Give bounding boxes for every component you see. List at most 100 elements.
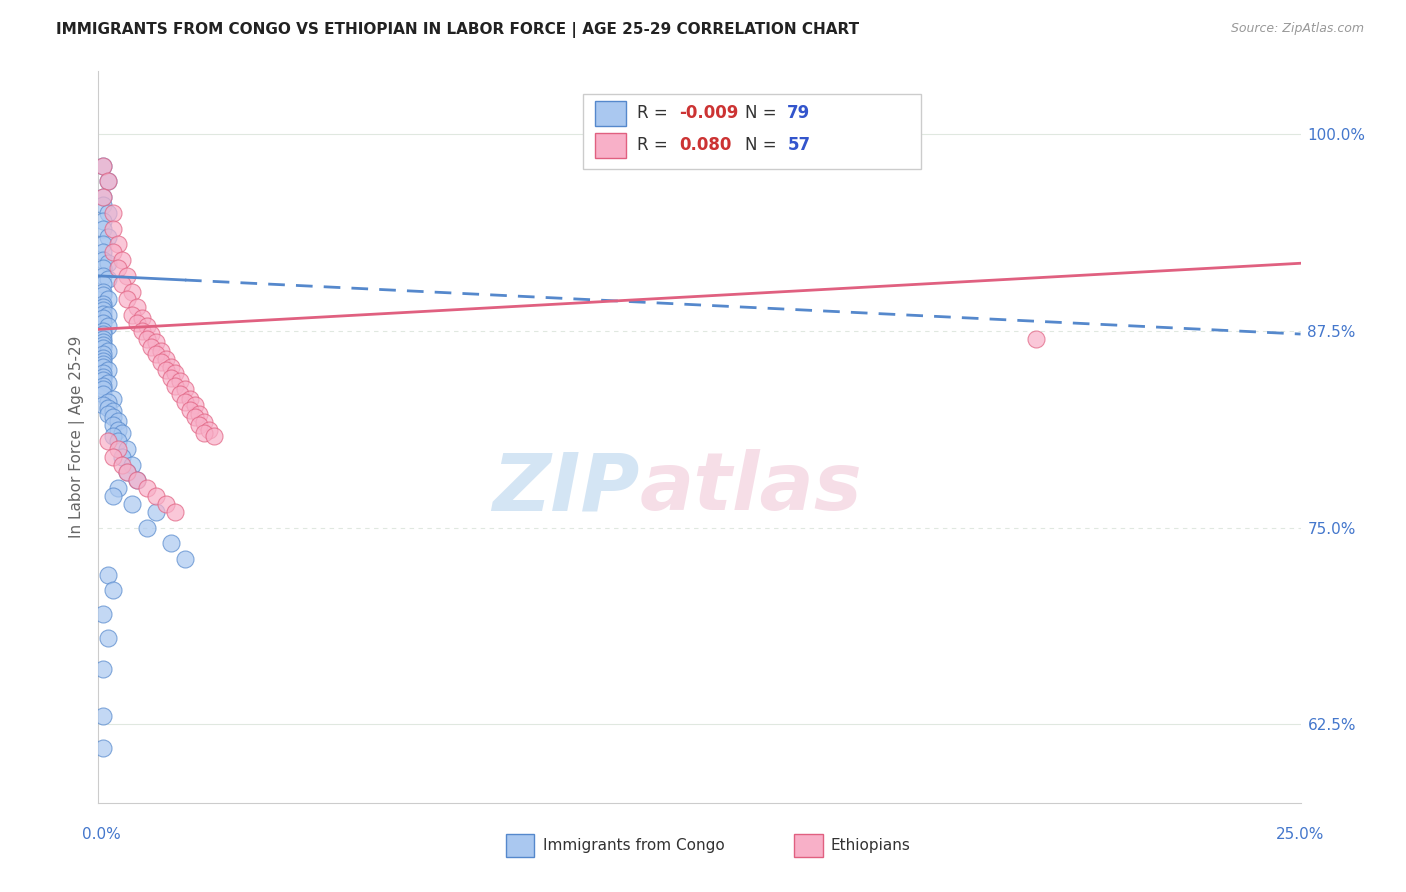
Point bbox=[141, 326, 163, 341]
Point bbox=[91, 159, 114, 173]
Point bbox=[125, 316, 148, 330]
Point bbox=[97, 229, 120, 244]
Text: 79: 79 bbox=[787, 104, 811, 122]
Point bbox=[91, 369, 114, 384]
Point bbox=[183, 410, 205, 425]
Point bbox=[107, 413, 129, 427]
Point bbox=[91, 285, 114, 299]
Text: Immigrants from Congo: Immigrants from Congo bbox=[543, 838, 724, 853]
Point bbox=[97, 256, 120, 270]
Point bbox=[91, 357, 114, 371]
Point bbox=[101, 392, 124, 406]
Point bbox=[159, 360, 181, 375]
Point bbox=[101, 245, 124, 260]
Point bbox=[179, 402, 201, 417]
Point bbox=[91, 260, 114, 275]
Point bbox=[125, 301, 148, 315]
Point bbox=[141, 340, 163, 354]
Point bbox=[101, 583, 124, 598]
Point bbox=[101, 410, 124, 425]
Point bbox=[174, 552, 197, 566]
Point bbox=[121, 285, 143, 299]
Text: 25.0%: 25.0% bbox=[1277, 827, 1324, 841]
Text: N =: N = bbox=[745, 104, 782, 122]
Point bbox=[91, 253, 114, 268]
Point bbox=[107, 442, 129, 456]
Point bbox=[97, 567, 120, 582]
Point bbox=[91, 382, 114, 396]
Point bbox=[91, 360, 114, 375]
Point bbox=[117, 442, 139, 456]
Point bbox=[174, 382, 197, 396]
Point bbox=[91, 307, 114, 321]
Point bbox=[101, 221, 124, 235]
Point bbox=[97, 308, 120, 322]
Text: N =: N = bbox=[745, 136, 782, 154]
Text: IMMIGRANTS FROM CONGO VS ETHIOPIAN IN LABOR FORCE | AGE 25-29 CORRELATION CHART: IMMIGRANTS FROM CONGO VS ETHIOPIAN IN LA… bbox=[56, 22, 859, 38]
Point bbox=[97, 363, 120, 377]
Text: -0.009: -0.009 bbox=[679, 104, 738, 122]
Point bbox=[121, 458, 143, 472]
Point bbox=[101, 404, 124, 418]
Point bbox=[91, 268, 114, 283]
Point bbox=[91, 287, 114, 301]
Point bbox=[135, 520, 157, 534]
Point bbox=[117, 293, 139, 307]
Point bbox=[91, 303, 114, 318]
Point bbox=[165, 367, 187, 381]
Text: 0.0%: 0.0% bbox=[82, 827, 121, 841]
Point bbox=[198, 423, 221, 437]
Point bbox=[107, 434, 129, 448]
Point bbox=[97, 206, 120, 220]
Point bbox=[101, 418, 124, 433]
Text: ZIP: ZIP bbox=[492, 450, 640, 527]
Point bbox=[111, 253, 134, 268]
Point bbox=[91, 237, 114, 252]
Point bbox=[149, 344, 172, 359]
Point bbox=[135, 481, 157, 495]
Point bbox=[169, 374, 191, 388]
Point bbox=[91, 709, 114, 723]
Point bbox=[145, 505, 167, 519]
Point bbox=[91, 311, 114, 326]
Point bbox=[159, 371, 181, 385]
Point bbox=[91, 338, 114, 352]
Point bbox=[121, 497, 143, 511]
Point bbox=[91, 190, 114, 204]
Point bbox=[111, 450, 134, 464]
Point bbox=[121, 308, 143, 322]
Point bbox=[111, 426, 134, 441]
Point bbox=[91, 214, 114, 228]
Point bbox=[97, 401, 120, 415]
Text: 0.080: 0.080 bbox=[679, 136, 731, 154]
Point bbox=[97, 174, 120, 188]
Point bbox=[97, 293, 120, 307]
Point bbox=[97, 272, 120, 286]
Point bbox=[193, 426, 215, 441]
Point bbox=[91, 379, 114, 393]
Text: Source: ZipAtlas.com: Source: ZipAtlas.com bbox=[1230, 22, 1364, 36]
Point bbox=[101, 450, 124, 464]
Point bbox=[193, 415, 215, 429]
Point bbox=[91, 334, 114, 349]
Point bbox=[91, 198, 114, 212]
Point bbox=[91, 190, 114, 204]
Point bbox=[91, 367, 114, 381]
Point bbox=[91, 662, 114, 676]
Point bbox=[149, 355, 172, 369]
Point bbox=[91, 341, 114, 355]
Point bbox=[155, 497, 177, 511]
Point bbox=[135, 332, 157, 346]
Point bbox=[159, 536, 181, 550]
Point bbox=[91, 347, 114, 361]
Point bbox=[91, 221, 114, 235]
Point bbox=[91, 607, 114, 621]
Point bbox=[188, 418, 211, 433]
Point bbox=[169, 387, 191, 401]
Point bbox=[179, 392, 201, 406]
Text: R =: R = bbox=[637, 136, 673, 154]
Point bbox=[135, 319, 157, 334]
Point bbox=[117, 466, 139, 480]
Point bbox=[117, 466, 139, 480]
Point bbox=[125, 473, 148, 487]
